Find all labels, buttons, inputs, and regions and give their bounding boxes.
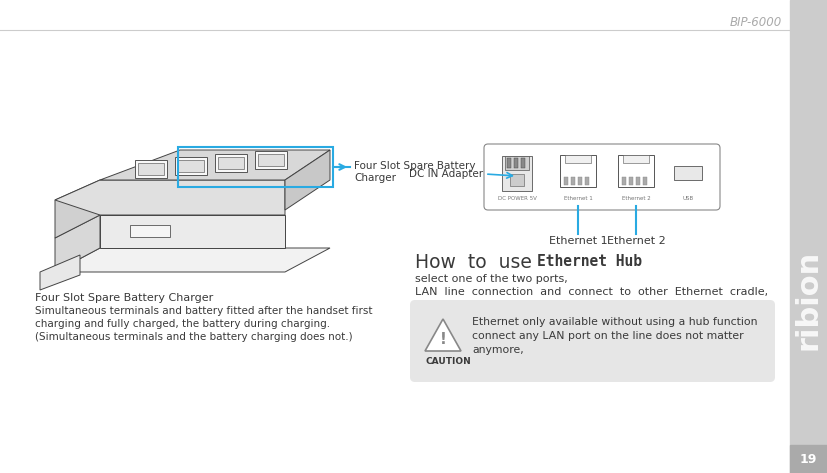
- Polygon shape: [55, 248, 330, 272]
- Text: connect any LAN port on the line does not matter: connect any LAN port on the line does no…: [472, 331, 743, 341]
- Text: Ethernet only available without using a hub function: Ethernet only available without using a …: [472, 317, 758, 327]
- Bar: [636, 177, 640, 185]
- Text: How  to  use: How to use: [415, 253, 544, 272]
- Text: (Simultaneous terminals and the battery charging does not.): (Simultaneous terminals and the battery …: [35, 332, 352, 342]
- Text: Ethernet 2: Ethernet 2: [607, 236, 666, 246]
- Polygon shape: [215, 154, 247, 172]
- Text: USB: USB: [682, 196, 694, 201]
- Bar: [505, 156, 529, 170]
- Bar: [510, 174, 524, 186]
- Polygon shape: [100, 150, 330, 180]
- Polygon shape: [425, 319, 461, 351]
- Text: Ethernet 2: Ethernet 2: [622, 196, 650, 201]
- Bar: [790, 445, 827, 473]
- FancyBboxPatch shape: [484, 144, 720, 210]
- Bar: [130, 225, 170, 237]
- Text: Charger: Charger: [354, 173, 396, 183]
- Bar: [629, 177, 633, 185]
- Bar: [618, 155, 654, 187]
- Bar: [514, 158, 518, 168]
- Text: charging and fully charged, the battery during charging.: charging and fully charged, the battery …: [35, 319, 330, 329]
- Bar: [507, 158, 511, 168]
- Bar: [502, 156, 532, 191]
- Bar: [623, 155, 649, 163]
- Bar: [178, 147, 333, 187]
- Polygon shape: [55, 180, 285, 215]
- Polygon shape: [135, 160, 167, 178]
- Bar: [622, 177, 626, 185]
- Bar: [560, 155, 596, 187]
- Text: Four Slot Spare Battery: Four Slot Spare Battery: [354, 161, 476, 171]
- Text: DC IN Adapter: DC IN Adapter: [409, 169, 483, 179]
- Polygon shape: [138, 163, 164, 175]
- Text: Ethernet Hub: Ethernet Hub: [537, 254, 642, 269]
- Text: Simultaneous terminals and battery fitted after the handset first: Simultaneous terminals and battery fitte…: [35, 306, 372, 316]
- Polygon shape: [175, 157, 207, 175]
- Bar: [578, 177, 582, 185]
- Bar: [571, 177, 575, 185]
- Text: anymore,: anymore,: [472, 345, 523, 355]
- Bar: [674, 166, 702, 180]
- Polygon shape: [258, 154, 284, 166]
- Text: Four Slot Spare Battery Charger: Four Slot Spare Battery Charger: [35, 293, 213, 303]
- Text: CAUTION: CAUTION: [425, 357, 471, 366]
- Polygon shape: [255, 151, 287, 169]
- Text: 19: 19: [800, 453, 817, 465]
- Text: !: !: [440, 333, 447, 347]
- Polygon shape: [55, 180, 100, 238]
- Bar: [585, 177, 589, 185]
- Bar: [521, 158, 525, 168]
- Text: ribion: ribion: [793, 250, 823, 350]
- FancyBboxPatch shape: [410, 300, 775, 382]
- Polygon shape: [218, 157, 244, 169]
- Polygon shape: [285, 150, 330, 210]
- Bar: [565, 155, 591, 163]
- Polygon shape: [100, 215, 285, 248]
- Bar: [790, 0, 827, 473]
- Bar: [643, 177, 647, 185]
- Text: BIP-6000: BIP-6000: [729, 16, 782, 28]
- Polygon shape: [178, 160, 204, 172]
- Text: select one of the two ports,: select one of the two ports,: [415, 274, 568, 284]
- Text: Ethernet 1: Ethernet 1: [548, 236, 607, 246]
- Text: LAN  line  connection  and  connect  to  other  Ethernet  cradle,: LAN line connection and connect to other…: [415, 287, 768, 297]
- Polygon shape: [40, 255, 80, 290]
- Text: Ethernet 1: Ethernet 1: [564, 196, 592, 201]
- Text: DC POWER 5V: DC POWER 5V: [498, 196, 537, 201]
- Polygon shape: [55, 215, 100, 272]
- Bar: [564, 177, 568, 185]
